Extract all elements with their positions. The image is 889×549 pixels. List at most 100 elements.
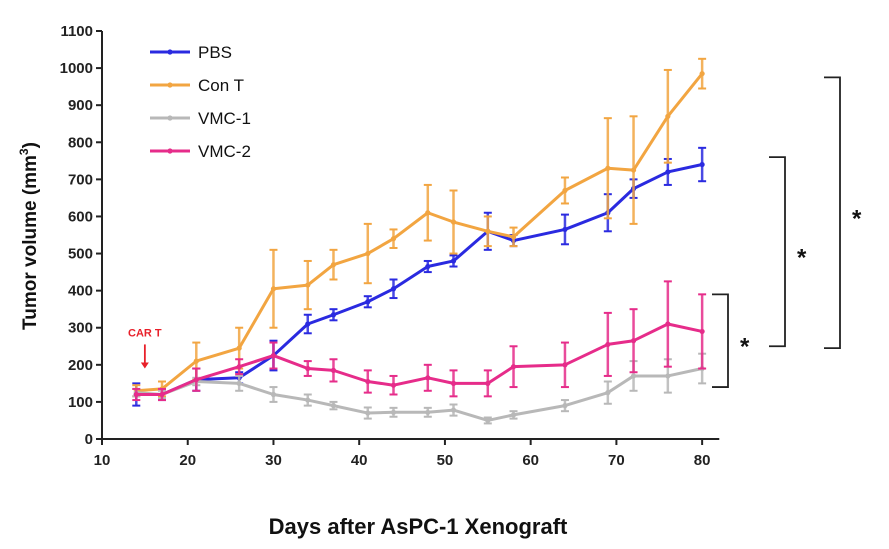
data-point [425, 375, 431, 381]
legend-item: VMC-1 [150, 109, 251, 128]
x-tick-label: 60 [522, 452, 539, 469]
y-tick-label: 600 [68, 208, 93, 225]
significance-star: * [852, 206, 862, 233]
y-axis-title-end: ) [20, 142, 41, 148]
data-point [630, 167, 637, 173]
series-line [136, 367, 703, 422]
data-point [562, 362, 568, 368]
data-point [390, 409, 397, 415]
data-point [665, 321, 671, 327]
data-point [450, 407, 457, 413]
data-point [365, 250, 371, 257]
significance-bracket [712, 293, 729, 388]
data-point [485, 380, 491, 386]
y-tick-label: 200 [68, 357, 93, 374]
data-point [390, 382, 397, 388]
y-axis-title-main: Tumor volume (mm [20, 155, 41, 330]
x-tick-label: 80 [694, 452, 711, 469]
data-point [665, 373, 671, 379]
data-point [305, 282, 311, 288]
data-point [562, 226, 568, 233]
y-axis-title: Tumor volume (mm3) [17, 142, 41, 330]
data-point [605, 341, 611, 348]
legend-marker [167, 49, 173, 55]
legend-label: VMC-2 [198, 142, 251, 161]
significance-star: * [740, 334, 750, 361]
data-point [236, 380, 242, 386]
data-point [365, 299, 371, 305]
data-point [450, 219, 457, 225]
data-point [665, 113, 671, 119]
x-tick-label: 50 [437, 452, 454, 469]
car-t-arrow-head [140, 362, 149, 369]
x-tick-label: 20 [179, 452, 196, 469]
data-point [390, 286, 397, 292]
y-tick-label: 900 [68, 97, 93, 114]
data-point [425, 409, 431, 415]
legend-marker [167, 82, 173, 88]
data-point [270, 391, 277, 398]
legend-label: VMC-1 [198, 109, 251, 128]
data-point [450, 380, 457, 386]
data-point [425, 210, 431, 216]
y-tick-label: 400 [68, 283, 93, 300]
data-point [330, 403, 337, 409]
data-point [510, 364, 517, 370]
x-tick-label: 30 [265, 452, 282, 469]
y-tick-label: 100 [68, 394, 93, 411]
data-point [270, 352, 277, 359]
series-con-t [132, 57, 707, 398]
data-point [510, 412, 517, 418]
y-tick-label: 800 [68, 134, 93, 151]
y-tick-label: 300 [68, 320, 93, 337]
y-tick-label: 700 [68, 171, 93, 188]
data-point [485, 228, 491, 234]
data-point [330, 312, 337, 318]
data-point [510, 234, 517, 240]
legend-label: Con T [198, 76, 244, 95]
data-point [665, 169, 671, 175]
data-point [236, 345, 242, 351]
data-point [365, 378, 371, 385]
data-point [630, 373, 637, 379]
data-point [562, 187, 568, 194]
data-point [305, 397, 311, 403]
series-vmc-1 [132, 352, 707, 425]
legend-label: PBS [198, 43, 232, 62]
series-line [136, 72, 704, 393]
data-point [605, 165, 611, 171]
significance-star: * [797, 245, 807, 272]
x-tick-label: 40 [351, 452, 368, 469]
data-point [193, 377, 199, 383]
data-point [365, 410, 371, 416]
data-point [562, 403, 568, 409]
legend-item: VMC-2 [150, 142, 251, 161]
y-axis-title-sup: 3 [17, 148, 31, 155]
data-point [305, 321, 311, 327]
legend-item: PBS [150, 43, 232, 62]
data-point [330, 262, 337, 268]
data-point [193, 358, 199, 364]
x-axis-title: Days after AsPC-1 Xenograft [269, 514, 568, 539]
data-point [390, 236, 397, 242]
data-point [699, 328, 705, 335]
data-point [425, 263, 431, 270]
data-point [159, 391, 165, 398]
legend-marker [167, 115, 173, 121]
series-line [136, 163, 703, 396]
car-t-label: CAR T [128, 327, 162, 339]
x-tick-label: 70 [608, 452, 625, 469]
data-point [450, 258, 457, 264]
data-point [305, 365, 311, 372]
data-point [699, 71, 705, 77]
series-pbs [132, 146, 707, 407]
data-point [630, 338, 637, 344]
data-point [330, 367, 337, 373]
axes: 0 100 200 300 400 500 600 700 800 900 1000 1100 10 20… [60, 23, 720, 469]
series-vmc-2 [132, 280, 707, 402]
legend: PBS Con T VMC-1 VMC-2 [150, 43, 251, 161]
annotations: CAR T * * * [128, 76, 862, 388]
data-point [270, 286, 277, 292]
y-tick-label: 0 [85, 431, 93, 448]
